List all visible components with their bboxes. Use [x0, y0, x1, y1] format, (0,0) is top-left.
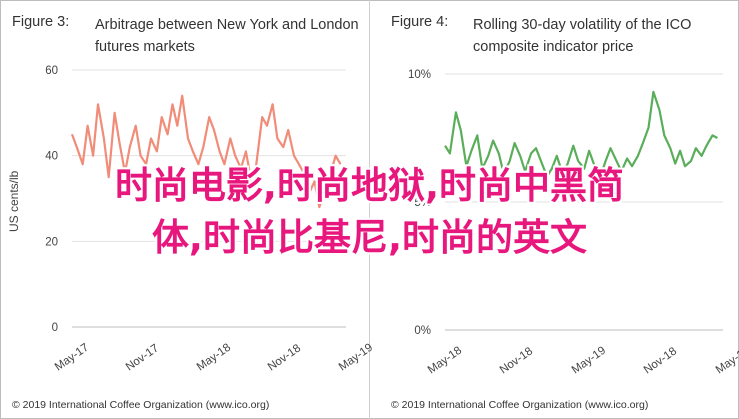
- figure-3-source: © 2019 International Coffee Organization…: [12, 399, 270, 411]
- y-tick-label: 40: [45, 151, 58, 163]
- x-tick-label: May-18: [426, 345, 464, 377]
- y-tick-label: 5%: [414, 197, 431, 209]
- y-tick-label: 0%: [414, 325, 431, 337]
- y-tick-label: 0: [52, 322, 58, 334]
- series-line: [444, 90, 718, 181]
- figure-4-chart: 0% 5% 10% May-18 Nov-18 May-19 Nov-18 May-19: [408, 69, 739, 377]
- panel-divider: [369, 0, 370, 419]
- x-tick-label: Nov-17: [124, 342, 161, 373]
- x-tick-label: May-17: [53, 342, 91, 374]
- figure-3-panel: Figure 3: Arbitrage between New York and…: [0, 0, 375, 419]
- figure-3-title: Arbitrage between New York and London fu…: [95, 17, 359, 55]
- x-tick-label: May-19: [714, 345, 739, 377]
- x-tick-label: Nov-18: [266, 342, 303, 373]
- figure-4-panel: Figure 4: Rolling 30-day volatility of t…: [373, 0, 739, 419]
- figure-3-label: Figure 3:: [12, 14, 70, 30]
- x-tick-label: May-18: [195, 342, 233, 374]
- y-tick-label: 10%: [408, 69, 431, 81]
- figure-4-source: © 2019 International Coffee Organization…: [391, 399, 649, 411]
- x-tick-label: Nov-18: [642, 345, 679, 376]
- x-tick-label: Nov-18: [498, 345, 535, 376]
- figure-4-label: Figure 4:: [391, 14, 449, 30]
- overlay-caption-line-1: 时尚电影,时尚地狱,时尚中黑简: [114, 164, 625, 207]
- overlay-caption-line-2: 体,时尚比基尼,时尚的英文: [151, 216, 588, 259]
- x-tick-label: May-19: [570, 345, 608, 377]
- overlay-caption: 时尚电影,时尚地狱,时尚中黑简 体,时尚比基尼,时尚的英文: [0, 160, 739, 264]
- y-tick-label: 20: [45, 236, 58, 248]
- y-tick-label: 60: [45, 65, 58, 77]
- series-line: [70, 94, 342, 209]
- figure-4-title: Rolling 30-day volatility of the ICO com…: [473, 17, 692, 55]
